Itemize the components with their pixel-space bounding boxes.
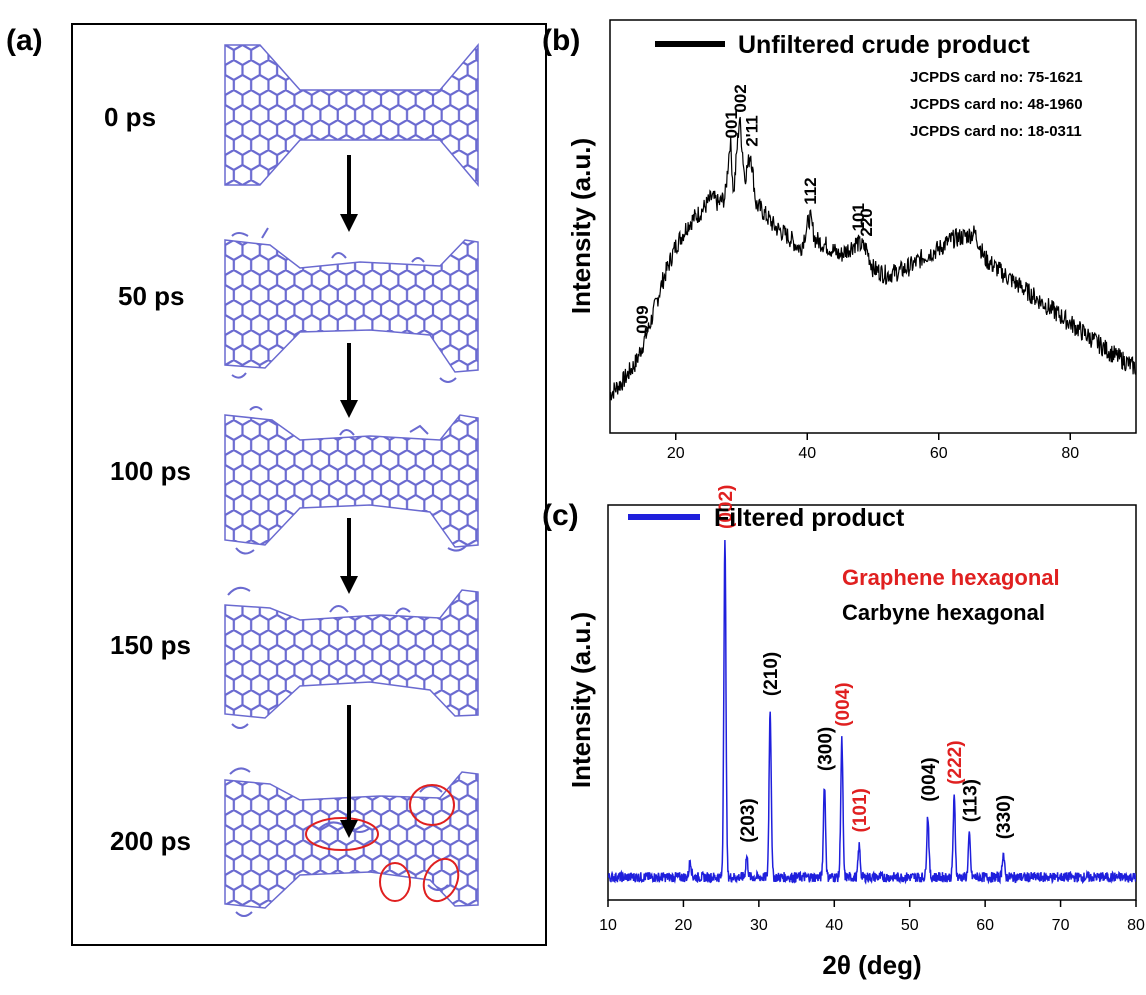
x-tick-label-b: 60 (930, 445, 948, 462)
x-tick-label-c: 70 (1052, 917, 1070, 934)
peak-label-c: (222) (945, 740, 966, 784)
jcpds-card-3: JCPDS card no: 18-0311 (910, 123, 1082, 140)
arrow-down-icon (340, 518, 358, 594)
time-label-1: 50 ps (118, 281, 185, 311)
x-axis-label-c: 2θ (deg) (822, 950, 921, 980)
chart-c: 10 20 30 40 50 60 70 80 (002)(203)(210)(300)(00… (566, 485, 1145, 980)
peak-label-c: (113) (960, 779, 981, 822)
chart-c-plot-area (607, 504, 1137, 901)
x-tick-label-c: 60 (976, 917, 994, 934)
jcpds-card-1: JCPDS card no: 75-1621 (910, 69, 1083, 86)
peak-label-c: (101) (850, 788, 871, 832)
defect-circle (409, 784, 455, 826)
time-label-4: 200 ps (110, 826, 191, 856)
legend-label-b: Unfiltered crude product (738, 31, 1030, 59)
peak-label-c: (004) (833, 682, 854, 726)
defect-circle (305, 817, 379, 851)
time-label-3: 150 ps (110, 630, 191, 660)
x-tick-label-c: 20 (675, 917, 693, 934)
panel-a-tag: (a) (6, 24, 43, 57)
x-tick-label-c: 80 (1127, 917, 1145, 934)
peak-label-c: (004) (919, 757, 940, 801)
panel-b-tag: (b) (542, 24, 580, 57)
panel-c-tag: (c) (542, 499, 579, 532)
peak-label-b: 001 (722, 110, 741, 138)
x-tick-label-c: 40 (825, 917, 843, 934)
arrow-down-icon (340, 155, 358, 232)
arrow-down-icon (340, 343, 358, 418)
peak-label-c: (210) (761, 652, 782, 696)
y-axis-label-c: Intensity (a.u.) (566, 612, 596, 788)
x-tick-label-c: 50 (901, 917, 919, 934)
peak-label-c: (330) (994, 795, 1015, 839)
legend-label-c: Filtered product (714, 504, 905, 532)
chart-b-plot-area (609, 19, 1137, 434)
peak-label-b: 009 (633, 305, 652, 333)
panel-a-frame (71, 23, 547, 946)
peak-label-c: (002) (716, 485, 737, 529)
peak-label-b: 220 (857, 208, 876, 236)
snapshot-200ps (224, 767, 479, 917)
snapshot-150ps (224, 586, 479, 729)
x-tick-label-b: 20 (667, 445, 685, 462)
jcpds-card-2: JCPDS card no: 48-1960 (910, 96, 1083, 113)
time-label-0: 0 ps (104, 102, 156, 132)
category-carbyne: Carbyne hexagonal (842, 600, 1045, 625)
series-line-b (610, 116, 1136, 401)
snapshot-100ps (224, 406, 479, 555)
defect-circle (379, 862, 411, 902)
peak-label-c: (203) (738, 798, 759, 842)
x-tick-label-c: 10 (599, 917, 617, 934)
category-graphene: Graphene hexagonal (842, 565, 1060, 590)
arrow-down-icon (340, 705, 358, 838)
series-line-c (608, 539, 1136, 885)
peak-label-b: 101 (849, 203, 868, 231)
y-axis-label-b: Intensity (a.u.) (566, 138, 596, 314)
snapshot-0ps (224, 42, 479, 188)
peak-label-b: 112 (801, 177, 820, 204)
peak-label-c: (300) (816, 727, 837, 771)
peak-label-b: 002 (731, 84, 750, 112)
snapshot-50ps (224, 227, 479, 383)
x-tick-label-b: 40 (798, 445, 816, 462)
x-tick-label-c: 30 (750, 917, 768, 934)
time-label-2: 100 ps (110, 456, 191, 486)
defect-circle (422, 857, 460, 903)
x-tick-label-b: 80 (1061, 445, 1079, 462)
peak-label-b: 2'11 (742, 115, 761, 146)
